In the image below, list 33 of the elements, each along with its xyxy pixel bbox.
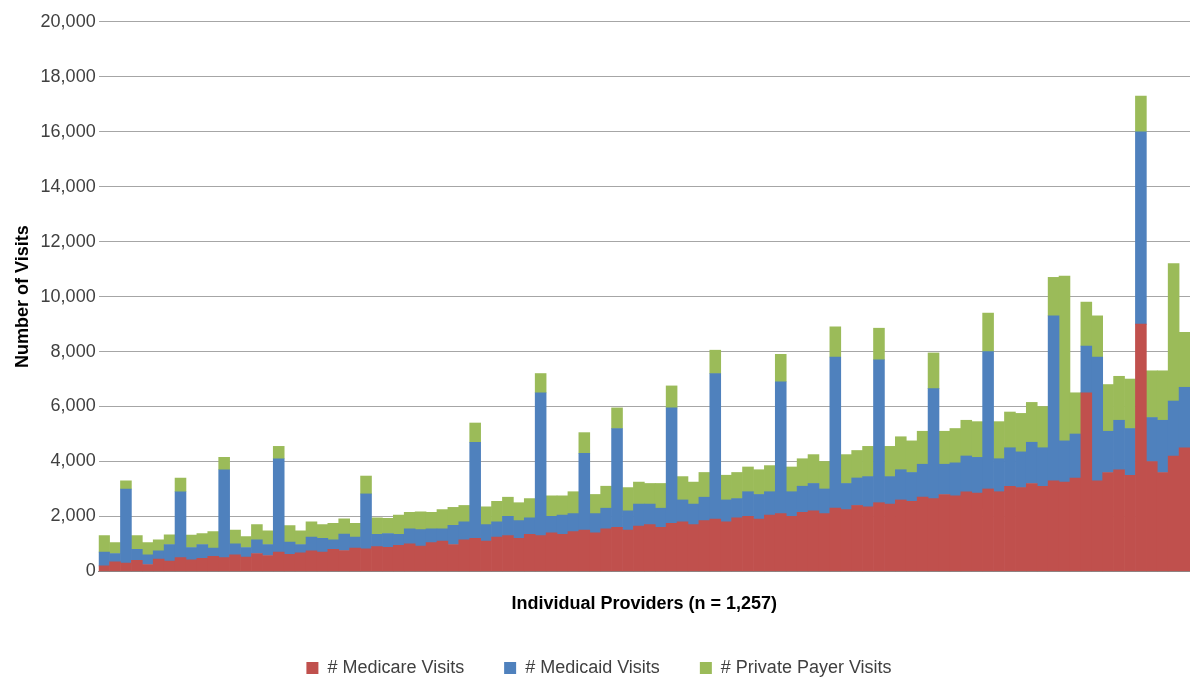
- y-tick-label: 16,000: [40, 120, 96, 141]
- bar: [927, 352, 940, 389]
- bar: [709, 349, 722, 374]
- bar: [272, 446, 285, 460]
- x-axis-title: Individual Providers (n = 1,257): [511, 593, 778, 614]
- y-tick-label: 4,000: [50, 450, 96, 471]
- bar: [218, 457, 230, 471]
- legend-label: # Medicaid Visits: [525, 656, 660, 677]
- bar: [873, 327, 885, 361]
- bar: [1135, 131, 1147, 325]
- y-tick-label: 6,000: [50, 395, 96, 416]
- bar: [982, 312, 994, 352]
- y-tick-label: 20,000: [40, 10, 96, 31]
- y-tick-label: 2,000: [50, 505, 96, 526]
- bar: [774, 353, 787, 383]
- bar: [829, 326, 842, 358]
- y-tick-label: 14,000: [40, 175, 96, 196]
- bar: [665, 385, 678, 409]
- bar: [120, 480, 132, 490]
- bar: [1135, 95, 1147, 133]
- y-tick-label: 18,000: [40, 65, 96, 86]
- legend-label: # Medicare Visits: [327, 656, 465, 677]
- bar: [534, 373, 547, 394]
- y-tick-label: 10,000: [40, 285, 96, 306]
- bar: [360, 475, 372, 495]
- y-tick-label: 0: [85, 560, 96, 581]
- bar: [611, 407, 623, 429]
- bar: [469, 422, 481, 443]
- y-tick-label: 12,000: [40, 230, 96, 251]
- bar: [578, 432, 591, 454]
- legend-label: # Private Payer Visits: [720, 656, 892, 677]
- y-axis-title: Number of Visits: [11, 225, 32, 368]
- y-tick-label: 8,000: [50, 340, 96, 361]
